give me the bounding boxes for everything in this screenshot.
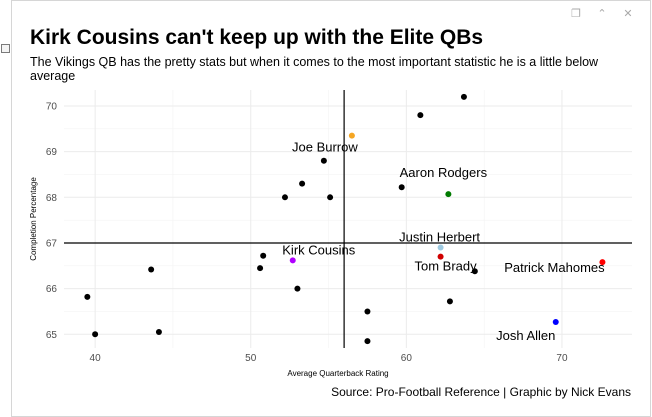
chart-subtitle: The Vikings QB has the pretty stats but … xyxy=(30,55,599,83)
data-point xyxy=(257,265,264,272)
point-label-patrick-mahomes: Patrick Mahomes xyxy=(504,260,605,275)
point-label-justin-herbert: Justin Herbert xyxy=(399,230,480,245)
chart-panel xyxy=(11,0,651,417)
data-point xyxy=(364,338,371,345)
data-point xyxy=(148,266,155,273)
chart-title: Kirk Cousins can't keep up with the Elit… xyxy=(30,26,484,49)
data-point-joe-burrow xyxy=(348,132,355,139)
data-point xyxy=(155,329,162,336)
expand-icon[interactable]: ⌃ xyxy=(597,7,607,20)
data-point xyxy=(398,184,405,191)
data-point-kirk-cousins xyxy=(289,257,296,264)
data-point-justin-herbert xyxy=(437,244,444,251)
data-point xyxy=(327,194,334,201)
point-label-tom-brady: Tom Brady xyxy=(415,259,478,274)
data-point-tom-brady xyxy=(437,253,444,260)
data-point xyxy=(417,112,424,119)
y-tick-label: 68 xyxy=(46,193,58,204)
copy-icon[interactable]: ❐ xyxy=(571,7,581,20)
data-point xyxy=(471,268,478,275)
close-icon[interactable]: ✕ xyxy=(623,7,633,20)
x-tick-label: 60 xyxy=(401,353,413,364)
y-tick-label: 66 xyxy=(46,284,58,295)
x-tick-label: 70 xyxy=(556,353,568,364)
x-tick-label: 40 xyxy=(90,353,102,364)
data-point xyxy=(281,194,288,201)
data-point-aaron-rodgers xyxy=(445,191,452,198)
data-point xyxy=(294,285,301,292)
y-axis-title: Completion Percentage xyxy=(29,177,38,261)
data-point xyxy=(84,293,91,300)
y-tick-label: 69 xyxy=(46,147,58,158)
chart-caption: Source: Pro-Football Reference | Graphic… xyxy=(331,385,631,399)
point-label-aaron-rodgers: Aaron Rodgers xyxy=(400,165,488,180)
point-label-joe-burrow: Joe Burrow xyxy=(292,140,358,155)
data-point xyxy=(446,298,453,305)
y-tick-label: 70 xyxy=(46,101,58,112)
data-point xyxy=(364,308,371,315)
data-point-josh-allen xyxy=(552,318,559,325)
panel-toolbar: ❐ ⌃ ✕ xyxy=(570,8,634,20)
x-tick-label: 50 xyxy=(245,353,257,364)
data-point xyxy=(260,252,267,259)
point-label-josh-allen: Josh Allen xyxy=(496,328,555,343)
y-tick-label: 67 xyxy=(46,238,58,249)
resize-handle[interactable] xyxy=(1,44,10,53)
data-point xyxy=(460,93,467,100)
point-label-kirk-cousins: Kirk Cousins xyxy=(282,242,355,257)
data-point-patrick-mahomes xyxy=(599,259,606,266)
data-point xyxy=(320,157,327,164)
y-tick-label: 65 xyxy=(46,330,58,341)
data-point xyxy=(299,180,306,187)
x-axis-title: Average Quarterback Rating xyxy=(287,369,388,378)
data-point xyxy=(92,331,99,338)
